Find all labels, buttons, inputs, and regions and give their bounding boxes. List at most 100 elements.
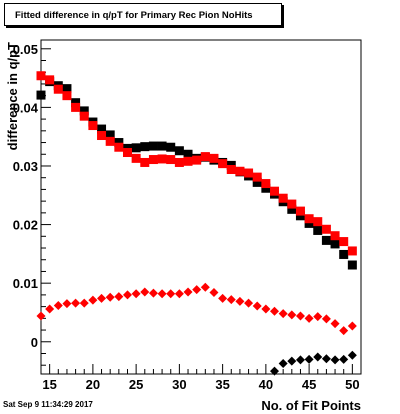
chart-title: Fitted difference in q/pT for Primary Re… (4, 3, 282, 26)
data-point-square (304, 214, 314, 224)
data-point-square (97, 124, 107, 134)
data-point-square (148, 141, 158, 151)
data-point-diamond (244, 298, 254, 308)
data-point-diamond (79, 298, 89, 308)
data-point-square (79, 111, 89, 121)
data-point-square (88, 121, 98, 131)
data-point-square (321, 235, 331, 245)
data-point-diamond (88, 295, 98, 305)
data-point-diamond (192, 285, 202, 295)
data-point-square (174, 146, 184, 156)
x-tick-label: 20 (86, 377, 100, 392)
x-tick-label: 35 (215, 377, 229, 392)
data-point-square (105, 130, 115, 140)
data-point-diamond (148, 288, 158, 298)
data-point-diamond (330, 355, 340, 365)
data-point-diamond (71, 298, 81, 308)
data-point-diamond (261, 304, 271, 314)
data-point-square (252, 177, 262, 187)
data-point-square (131, 143, 141, 153)
data-point-diamond (235, 296, 245, 306)
data-point-square (313, 217, 323, 227)
data-point-square (313, 225, 323, 235)
data-point-square (192, 155, 202, 165)
data-point-diamond (313, 352, 323, 362)
data-point-square (235, 166, 245, 176)
data-point-square (45, 75, 55, 85)
x-axis-label: No. of Fit Points (261, 398, 361, 413)
data-point-square (79, 106, 89, 116)
data-point-square (304, 218, 314, 228)
data-point-square (166, 155, 176, 165)
data-point-square (261, 179, 271, 189)
data-point-square (174, 157, 184, 167)
data-point-square (321, 224, 331, 234)
data-point-diamond (226, 295, 236, 305)
data-point-diamond (209, 288, 219, 298)
data-point-square (166, 142, 176, 152)
data-point-diamond (270, 306, 280, 316)
data-point-square (71, 102, 81, 112)
data-point-diamond (62, 299, 72, 309)
data-point-diamond (200, 282, 210, 292)
data-point-diamond (295, 311, 305, 321)
y-tick-label: 0.05 (13, 42, 38, 57)
data-point-diamond (45, 304, 55, 314)
data-point-diamond (166, 289, 176, 299)
data-point-diamond (330, 319, 340, 329)
data-point-square (218, 159, 228, 169)
data-point-diamond (105, 292, 115, 302)
data-point-diamond (183, 287, 193, 297)
data-point-diamond (157, 289, 167, 299)
data-point-square (339, 249, 349, 259)
y-tick-label: 0 (31, 335, 38, 350)
data-point-square (261, 183, 271, 193)
y-tick-label: 0.02 (13, 218, 38, 233)
timestamp: Sat Sep 9 11:34:29 2017 (3, 400, 93, 409)
x-tick-label: 30 (172, 377, 186, 392)
data-point-diamond (313, 312, 323, 322)
data-point-square (53, 84, 63, 94)
data-point-diamond (97, 293, 107, 303)
data-point-square (295, 211, 305, 221)
data-point-square (71, 98, 81, 108)
data-point-square (252, 172, 262, 182)
data-point-square (122, 148, 132, 158)
data-point-diamond (122, 290, 132, 300)
data-point-diamond (287, 310, 297, 320)
data-point-diamond (278, 309, 288, 319)
data-point-square (226, 164, 236, 174)
data-point-square (105, 136, 115, 146)
data-point-square (140, 142, 150, 152)
data-point-square (278, 193, 288, 203)
x-tick-label: 15 (42, 377, 56, 392)
x-tick-label: 50 (345, 377, 359, 392)
data-point-square (270, 186, 280, 196)
y-axis-label: difference in q/pT (5, 42, 20, 150)
data-point-diamond (114, 292, 124, 302)
data-point-square (183, 149, 193, 159)
data-point-square (140, 157, 150, 167)
data-point-diamond (270, 366, 280, 376)
x-tick-labels: 15 20 25 30 35 40 45 50 (42, 377, 359, 392)
data-point-square (287, 204, 297, 214)
data-point-square (330, 239, 340, 249)
data-point-diamond (339, 354, 349, 364)
data-point-square (36, 90, 46, 100)
data-marks (36, 71, 357, 376)
plot-frame (40, 39, 362, 375)
data-point-square (131, 153, 141, 163)
data-point-square (114, 142, 124, 152)
x-tick-label: 40 (259, 377, 273, 392)
data-point-square (36, 71, 46, 81)
data-point-diamond (304, 354, 314, 364)
data-point-square (347, 246, 357, 256)
data-point-diamond (347, 350, 357, 360)
data-point-square (157, 141, 167, 151)
data-point-square (287, 199, 297, 209)
data-point-diamond (295, 355, 305, 365)
data-point-diamond (347, 321, 357, 331)
y-tick-label: 0.01 (13, 276, 38, 291)
data-point-square (209, 153, 219, 163)
